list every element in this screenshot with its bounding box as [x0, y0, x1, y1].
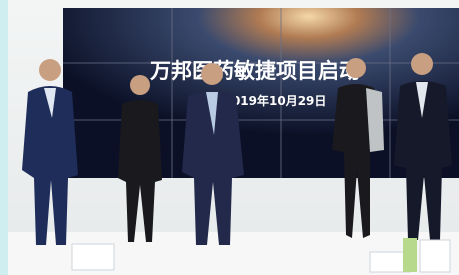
name-card [72, 244, 114, 270]
frame-edge [0, 0, 8, 275]
bottle [403, 238, 417, 272]
photo: 万邦医药敏捷项目启动 2019年10月29日 [0, 0, 459, 275]
screen-date: 2019年10月29日 [224, 93, 327, 108]
screen-title: 万邦医药敏捷项目启动 [149, 59, 360, 83]
page: 万邦医药敏捷项目启动 2019年10月29日 (() => { const da… [0, 0, 459, 275]
name-card [420, 240, 450, 272]
